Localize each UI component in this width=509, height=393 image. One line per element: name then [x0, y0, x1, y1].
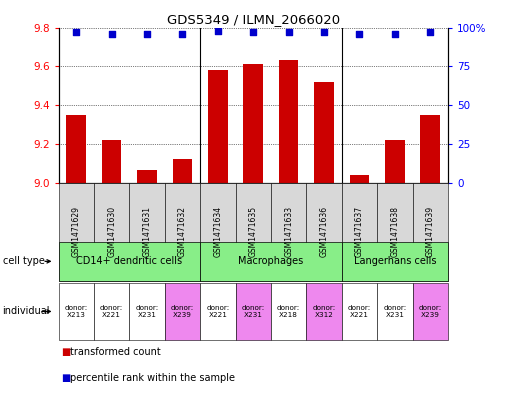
Text: donor:
X213: donor: X213	[65, 305, 88, 318]
Text: donor:
X221: donor: X221	[348, 305, 371, 318]
Point	[355, 31, 363, 37]
Point	[320, 29, 328, 35]
Text: donor:
X231: donor: X231	[135, 305, 159, 318]
Bar	[420, 115, 440, 183]
Text: GSM1471639: GSM1471639	[426, 206, 435, 257]
Text: GSM1471632: GSM1471632	[178, 206, 187, 257]
Text: ■: ■	[61, 347, 70, 357]
Text: GSM1471633: GSM1471633	[284, 206, 293, 257]
Point	[72, 29, 80, 35]
Text: GSM1471638: GSM1471638	[390, 206, 400, 257]
Point	[249, 29, 257, 35]
Title: GDS5349 / ILMN_2066020: GDS5349 / ILMN_2066020	[166, 13, 340, 26]
Bar	[350, 175, 369, 183]
Text: donor:
X221: donor: X221	[100, 305, 123, 318]
Text: donor:
X221: donor: X221	[206, 305, 230, 318]
Text: individual: individual	[3, 307, 50, 316]
Bar	[137, 170, 157, 183]
Point	[107, 31, 116, 37]
Text: cell type: cell type	[3, 256, 44, 266]
Bar	[208, 70, 228, 183]
Text: donor:
X239: donor: X239	[418, 305, 442, 318]
Point	[285, 29, 293, 35]
Text: transformed count: transformed count	[70, 347, 160, 357]
Text: Macrophages: Macrophages	[238, 256, 303, 266]
Bar	[385, 140, 405, 183]
Bar	[67, 115, 86, 183]
Text: GSM1471636: GSM1471636	[320, 206, 328, 257]
Bar	[243, 64, 263, 183]
Bar	[173, 160, 192, 183]
Text: GSM1471629: GSM1471629	[72, 206, 81, 257]
Text: donor:
X231: donor: X231	[383, 305, 407, 318]
Bar	[314, 82, 334, 183]
Text: Langerhans cells: Langerhans cells	[354, 256, 436, 266]
Text: donor:
X239: donor: X239	[171, 305, 194, 318]
Point	[391, 31, 399, 37]
Point	[178, 31, 186, 37]
Text: GSM1471630: GSM1471630	[107, 206, 116, 257]
Text: CD14+ dendritic cells: CD14+ dendritic cells	[76, 256, 182, 266]
Text: donor:
X312: donor: X312	[313, 305, 335, 318]
Text: donor:
X231: donor: X231	[242, 305, 265, 318]
Text: GSM1471631: GSM1471631	[143, 206, 152, 257]
Text: GSM1471637: GSM1471637	[355, 206, 364, 257]
Point	[426, 29, 434, 35]
Text: GSM1471635: GSM1471635	[249, 206, 258, 257]
Text: percentile rank within the sample: percentile rank within the sample	[70, 373, 235, 382]
Text: ■: ■	[61, 373, 70, 382]
Point	[214, 28, 222, 34]
Bar	[279, 61, 298, 183]
Text: donor:
X218: donor: X218	[277, 305, 300, 318]
Bar	[102, 140, 121, 183]
Text: GSM1471634: GSM1471634	[213, 206, 222, 257]
Point	[143, 31, 151, 37]
